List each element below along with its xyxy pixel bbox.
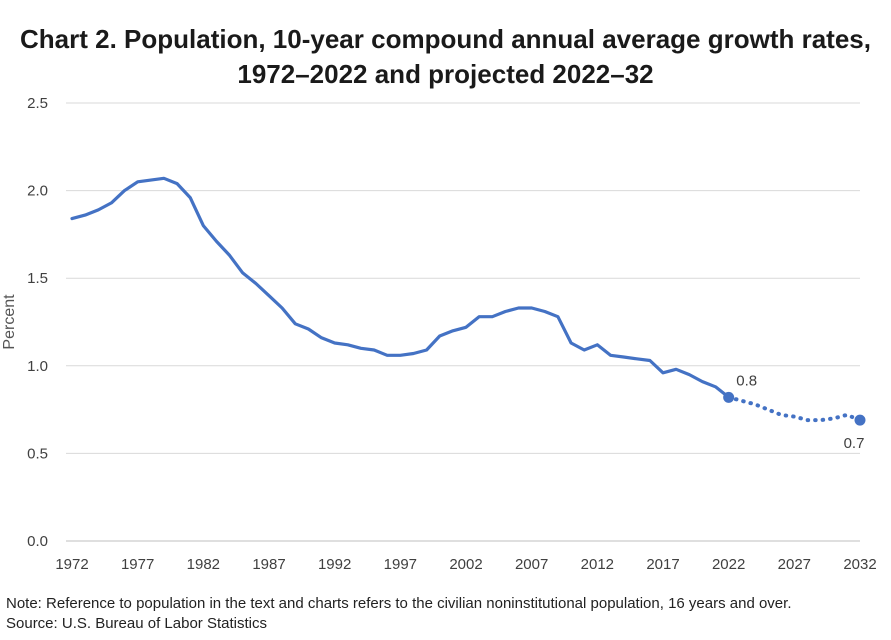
historical-series-line: [70, 176, 731, 399]
y-tick-label: 0.0: [27, 533, 48, 550]
x-tick-label: 2012: [581, 556, 614, 573]
x-tick-label: 2027: [778, 556, 811, 573]
chart-title-line-2: 1972–2022 and projected 2022–32: [237, 59, 654, 89]
y-axis-label: Percent: [1, 294, 18, 350]
x-tick-label: 1982: [187, 556, 220, 573]
x-tick-label: 2007: [515, 556, 548, 573]
x-tick-label: 2032: [843, 556, 876, 573]
y-tick-label: 2.0: [27, 183, 48, 200]
y-tick-label: 2.5: [27, 95, 48, 112]
gridlines: [66, 102, 860, 542]
series-group: [70, 176, 862, 423]
y-tick-label: 1.0: [27, 358, 48, 375]
projected-series-line: [726, 395, 862, 423]
x-tick-label: 2017: [646, 556, 679, 573]
x-axis-ticks: 1972 1977 1982 1987 1992 1997 2002 2007 2012 2017…: [55, 556, 876, 573]
x-tick-label: 1987: [252, 556, 285, 573]
chart-title-line-1: Chart 2. Population, 10-year compound an…: [20, 24, 871, 54]
annotations: 0.8 0.7: [723, 372, 866, 452]
source-text: Source: U.S. Bureau of Labor Statistics: [6, 615, 267, 632]
data-label: 0.7: [844, 435, 865, 452]
data-point-marker: [723, 391, 735, 403]
x-tick-label: 2022: [712, 556, 745, 573]
x-tick-label: 1997: [384, 556, 417, 573]
x-tick-label: 1992: [318, 556, 351, 573]
x-tick-label: 2002: [449, 556, 482, 573]
y-tick-label: 1.5: [27, 270, 48, 287]
y-tick-label: 0.5: [27, 445, 48, 462]
data-label: 0.8: [736, 372, 757, 389]
x-tick-label: 1977: [121, 556, 154, 573]
data-point-marker: [854, 414, 866, 426]
x-tick-label: 1972: [55, 556, 88, 573]
note-text: Note: Reference to population in the tex…: [6, 595, 792, 612]
y-axis-ticks: 0.0 0.5 1.0 1.5 2.0 2.5: [27, 95, 48, 550]
